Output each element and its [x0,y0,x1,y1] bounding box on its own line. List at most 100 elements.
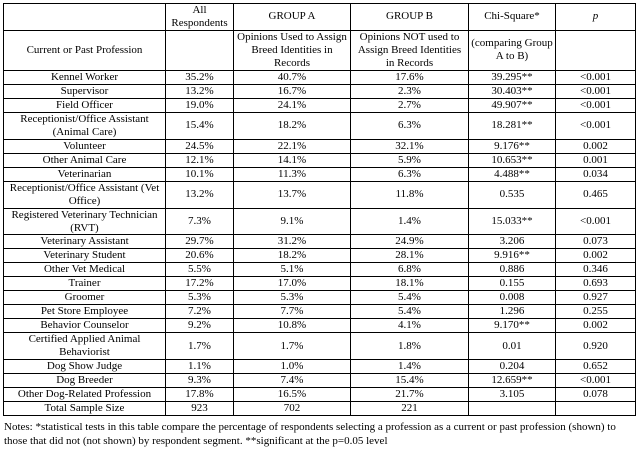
p-value-cell: 0.255 [555,304,636,320]
chi-square-cell [468,401,556,417]
group-b-cell: 4.1% [350,318,469,334]
profession-cell: Certified Applied Animal Behaviorist [3,332,166,361]
header-all-respondents: All Respondents [165,3,234,31]
all-respondents-cell: 9.3% [165,373,234,389]
group-b-cell: 17.6% [350,69,469,85]
profession-cell: Other Vet Medical [3,262,166,278]
profession-cell: Trainer [3,276,166,292]
header-group-a: GROUP A [233,3,351,31]
p-value-cell: 0.346 [555,262,636,278]
table-row: Certified Applied Animal Behaviorist 1.7%… [3,332,636,361]
profession-cell: Veterinary Student [3,248,166,264]
chi-square-cell: 0.008 [468,290,556,306]
group-b-cell: 5.4% [350,304,469,320]
header-group-b: GROUP B [350,3,469,31]
group-b-cell: 1.4% [350,359,469,375]
profession-cell: Veterinarian [3,166,166,182]
header-group-b-subtitle: Opinions NOT used to Assign Breed Identi… [350,29,469,71]
group-b-cell: 11.8% [350,180,469,209]
profession-cell: Receptionist/Office Assistant (Animal Ca… [3,111,166,140]
profession-cell: Volunteer [3,138,166,154]
chi-square-cell: 0.01 [468,332,556,361]
profession-cell: Supervisor [3,83,166,99]
all-respondents-cell: 13.2% [165,180,234,209]
profession-cell: Pet Store Employee [3,304,166,320]
p-value-cell: 0.034 [555,166,636,182]
table-row: Other Animal Care 12.1% 14.1% 5.9% 10.653** 0… [3,152,636,168]
table-row: Behavior Counselor 9.2% 10.8% 4.1% 9.170** 0.… [3,318,636,334]
p-value-cell: 0.073 [555,234,636,250]
table-row: Groomer 5.3% 5.3% 5.4% 0.008 0.927 [3,290,636,306]
p-value-cell: 0.078 [555,387,636,403]
table-row: Veterinary Assistant 29.7% 31.2% 24.9% 3.206… [3,234,636,250]
header-p-blank [555,29,636,71]
table-row: Kennel Worker 35.2% 40.7% 17.6% 39.295** <0.0… [3,69,636,85]
chi-square-cell: 12.659** [468,373,556,389]
table-row: Receptionist/Office Assistant (Vet Offic… [3,180,636,209]
group-a-cell: 1.7% [233,332,351,361]
group-a-cell: 40.7% [233,69,351,85]
all-respondents-cell: 1.7% [165,332,234,361]
all-respondents-cell: 17.8% [165,387,234,403]
all-respondents-cell: 7.3% [165,207,234,236]
p-value-cell: 0.001 [555,152,636,168]
chi-square-cell: 18.281** [468,111,556,140]
table-header: All Respondents GROUP A GROUP B Chi-Squa… [3,3,636,71]
p-value-cell: 0.927 [555,290,636,306]
chi-square-cell: 15.033** [468,207,556,236]
group-b-cell: 5.9% [350,152,469,168]
group-a-cell: 24.1% [233,97,351,113]
group-a-cell: 5.3% [233,290,351,306]
table-row: Pet Store Employee 7.2% 7.7% 5.4% 1.296 0.255 [3,304,636,320]
p-value-cell [555,401,636,417]
profession-cell: Other Animal Care [3,152,166,168]
all-respondents-cell: 5.5% [165,262,234,278]
profession-cell: Kennel Worker [3,69,166,85]
p-value-cell: 0.465 [555,180,636,209]
profession-cell: Registered Veterinary Technician (RVT) [3,207,166,236]
all-respondents-cell: 35.2% [165,69,234,85]
group-a-cell: 14.1% [233,152,351,168]
p-value-cell: 0.920 [555,332,636,361]
chi-square-cell: 0.886 [468,262,556,278]
header-all-blank [165,29,234,71]
all-respondents-cell: 923 [165,401,234,417]
group-b-cell: 6.8% [350,262,469,278]
chi-square-cell: 1.296 [468,304,556,320]
all-respondents-cell: 13.2% [165,83,234,99]
profession-cell: Other Dog-Related Profession [3,387,166,403]
chi-square-cell: 9.170** [468,318,556,334]
table-body: Kennel Worker 35.2% 40.7% 17.6% 39.295** <0.0… [3,69,636,417]
group-b-cell: 221 [350,401,469,417]
table-row: Veterinary Student 20.6% 18.2% 28.1% 9.916**… [3,248,636,264]
all-respondents-cell: 5.3% [165,290,234,306]
table-row: Supervisor 13.2% 16.7% 2.3% 30.403** <0.001 [3,83,636,99]
table-row: Field Officer 19.0% 24.1% 2.7% 49.907** <0.00… [3,97,636,113]
group-b-cell: 2.3% [350,83,469,99]
profession-cell: Behavior Counselor [3,318,166,334]
group-a-cell: 1.0% [233,359,351,375]
header-row-2: Current or Past Profession Opinions Used… [3,29,636,71]
group-b-cell: 1.8% [350,332,469,361]
group-a-cell: 31.2% [233,234,351,250]
p-value-cell: 0.693 [555,276,636,292]
group-a-cell: 17.0% [233,276,351,292]
chi-square-cell: 3.105 [468,387,556,403]
chi-square-cell: 3.206 [468,234,556,250]
table-row: Other Vet Medical 5.5% 5.1% 6.8% 0.886 0.346 [3,262,636,278]
p-value-cell: <0.001 [555,69,636,85]
chi-square-cell: 9.916** [468,248,556,264]
group-a-cell: 22.1% [233,138,351,154]
table-row: Veterinarian 10.1% 11.3% 6.3% 4.488** 0.034 [3,166,636,182]
p-value-cell: 0.002 [555,318,636,334]
group-a-cell: 702 [233,401,351,417]
group-b-cell: 32.1% [350,138,469,154]
profession-cell: Dog Breeder [3,373,166,389]
all-respondents-cell: 29.7% [165,234,234,250]
header-group-a-subtitle: Opinions Used to Assign Breed Identities… [233,29,351,71]
all-respondents-cell: 19.0% [165,97,234,113]
header-p-value: p [555,3,636,31]
chi-square-cell: 49.907** [468,97,556,113]
profession-cell: Veterinary Assistant [3,234,166,250]
